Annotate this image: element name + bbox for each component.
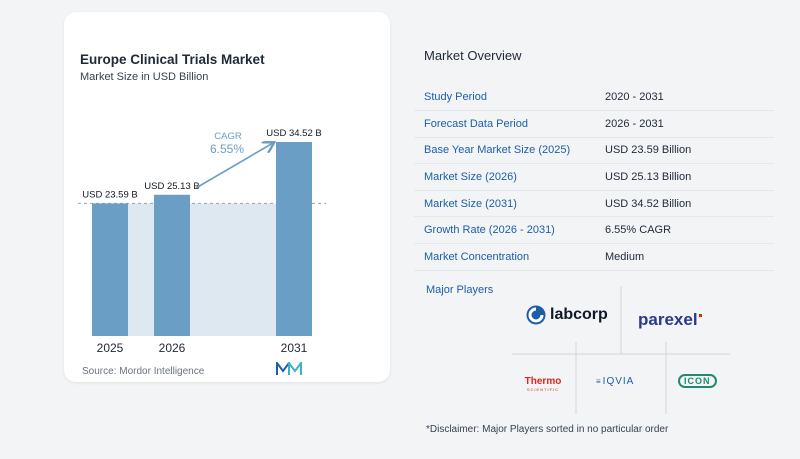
table-row: Market Size (2031) USD 34.52 Billion [414,190,774,217]
row-label: Forecast Data Period [424,117,528,130]
data-label-2031: USD 34.52 B [266,128,321,139]
table-row: Market Concentration Medium [414,244,774,271]
x-tick-2026: 2026 [159,341,186,355]
row-value: 2020 - 2031 [605,91,664,104]
data-label-2025: USD 23.59 B [82,189,137,200]
row-value: Medium [605,250,645,263]
bar-2025 [92,203,128,336]
table-row: Growth Rate (2026 - 2031) 6.55% CAGR [414,217,774,244]
source-note: Source: Mordor Intelligence [82,366,205,377]
cagr-arrow [195,143,273,189]
row-label: Market Size (2026) [424,171,517,184]
table-row: Forecast Data Period 2026 - 2031 [414,111,774,138]
chart-subtitle: Market Size in USD Billion [80,71,209,83]
row-label: Study Period [424,91,487,104]
cagr-label: CAGR [214,131,242,142]
x-tick-2025: 2025 [97,341,124,355]
labcorp-text: labcorp [550,306,608,323]
row-label: Base Year Market Size (2025) [424,144,571,157]
chart-title: Europe Clinical Trials Market [80,52,265,67]
thermo-logo: Thermo SCIENTIFIC [520,374,566,394]
row-value: 2026 - 2031 [605,117,664,130]
cagr-value: 6.55% [210,142,244,156]
iqvia-text: IQVIA [602,375,635,387]
x-tick-2031: 2031 [281,341,308,355]
row-value: USD 23.59 Billion [605,144,692,157]
overview-table: Study Period 2020 - 2031 Forecast Data P… [414,84,774,271]
row-label: Market Concentration [424,250,530,263]
data-label-2026: USD 25.13 B [144,181,199,192]
table-row: Base Year Market Size (2025) USD 23.59 B… [414,137,774,164]
row-label: Growth Rate (2026 - 2031) [424,224,555,237]
chart-card: Europe Clinical Trials Market Market Siz… [64,12,390,382]
labcorp-logo: labcorp [526,302,608,328]
iqvia-bars-icon: ≡ [596,376,601,386]
parexel-logo: parexel [638,308,702,332]
bar-2031 [276,142,312,336]
mordor-logo-icon [276,362,302,375]
players-grid [512,286,730,414]
row-value: USD 34.52 Billion [605,197,692,210]
growth-shade [128,203,276,336]
table-row: Study Period 2020 - 2031 [414,84,774,111]
major-players-title: Major Players [426,284,494,296]
row-value: 6.55% CAGR [605,224,672,237]
row-label: Market Size (2031) [424,197,517,210]
overview-title: Market Overview [424,48,522,63]
disclaimer-text: *Disclaimer: Major Players sorted in no … [426,424,669,435]
table-row: Market Size (2026) USD 25.13 Billion [414,164,774,191]
bar-2026 [154,194,190,336]
bar-chart: USD 23.59 B 2025 USD 25.13 B 2026 USD 34.52 … [78,128,326,355]
icon-plc-logo: ICON [678,373,717,389]
thermo-text: Thermo [524,375,562,387]
scientific-text: SCIENTIFIC [526,386,560,392]
iqvia-logo: ≡ IQVIA [596,373,634,389]
row-value: USD 25.13 Billion [605,171,692,184]
parexel-text: parexel [638,310,698,329]
icon-plc-text: ICON [678,374,717,388]
labcorp-icon [526,305,546,325]
parexel-mark-icon [698,313,702,317]
